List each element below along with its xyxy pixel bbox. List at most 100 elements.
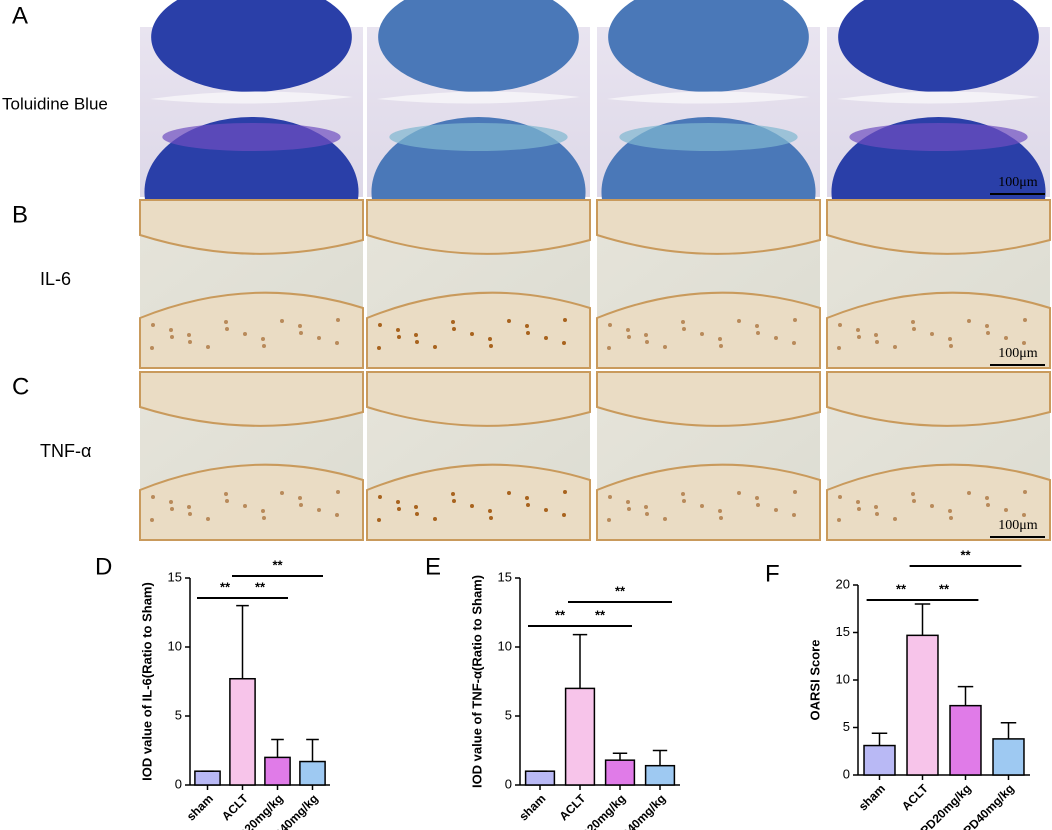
cell xyxy=(298,496,302,500)
cell xyxy=(1004,336,1008,340)
cell xyxy=(150,346,154,350)
cell xyxy=(737,491,741,495)
cell xyxy=(261,509,265,513)
cell xyxy=(857,507,861,511)
cell xyxy=(874,505,878,509)
x-tick-label: sham xyxy=(516,791,548,823)
cell xyxy=(681,492,685,496)
x-tick-label: ACLT xyxy=(556,791,588,823)
bar xyxy=(863,744,896,776)
bar xyxy=(992,738,1025,776)
scale-bar-label: 100μm xyxy=(998,346,1038,361)
error-bar xyxy=(572,633,588,689)
cell xyxy=(378,323,382,327)
y-tick-label: 10 xyxy=(168,638,182,653)
tissue xyxy=(596,199,821,255)
cell xyxy=(663,345,667,349)
tissue xyxy=(378,0,579,92)
y-axis-label: IOD value of IL-6(Ratio to Sham) xyxy=(139,582,154,781)
cell xyxy=(415,340,419,344)
cell xyxy=(188,512,192,516)
row-label: IL-6 xyxy=(40,269,71,289)
error-bar xyxy=(1000,722,1017,739)
y-tick-label: 0 xyxy=(843,766,850,781)
significance-label: ** xyxy=(939,581,950,596)
y-axis-label: IOD value of TNF-α(Ratio to Sham) xyxy=(469,575,484,788)
significance-label: ** xyxy=(255,579,266,594)
y-tick-label: 5 xyxy=(505,707,512,722)
cell xyxy=(645,340,649,344)
cartilage xyxy=(849,123,1028,151)
cell xyxy=(756,331,760,335)
cell xyxy=(792,513,796,517)
cell xyxy=(335,513,339,517)
bar xyxy=(949,704,982,776)
error-bar xyxy=(957,685,974,706)
tissue xyxy=(366,291,591,369)
panel-letter: E xyxy=(425,553,441,580)
cell xyxy=(930,332,934,336)
cell xyxy=(397,507,401,511)
cell xyxy=(377,346,381,350)
tissue xyxy=(596,463,821,541)
cell xyxy=(912,499,916,503)
cell xyxy=(1022,513,1026,517)
cell xyxy=(563,318,567,322)
cell xyxy=(377,518,381,522)
cell xyxy=(262,516,266,520)
tissue xyxy=(596,371,821,427)
significance-label: ** xyxy=(272,557,283,572)
tissue xyxy=(139,371,364,427)
cell xyxy=(451,492,455,496)
cell xyxy=(433,345,437,349)
cell xyxy=(452,499,456,503)
x-tick-label: sham xyxy=(184,791,216,823)
joint-space xyxy=(377,91,580,104)
error-bar xyxy=(271,738,284,758)
cell xyxy=(206,517,210,521)
y-axis-label: OARSI Score xyxy=(807,640,822,721)
significance-label: ** xyxy=(220,579,231,594)
cell xyxy=(985,496,989,500)
cell xyxy=(718,509,722,513)
cartilage xyxy=(619,123,798,151)
cell xyxy=(562,341,566,345)
bar xyxy=(299,760,326,786)
bar xyxy=(564,687,596,786)
joint-space xyxy=(837,91,1040,104)
cell xyxy=(626,328,630,332)
micrograph xyxy=(367,0,590,267)
tissue xyxy=(151,0,352,92)
error-bar xyxy=(652,749,668,766)
cell xyxy=(912,327,916,331)
cell xyxy=(188,340,192,344)
cell xyxy=(1004,508,1008,512)
cell xyxy=(949,516,953,520)
x-tick-label: sham xyxy=(856,781,888,813)
cell xyxy=(169,500,173,504)
cell xyxy=(225,327,229,331)
cell xyxy=(526,503,530,507)
cell xyxy=(644,333,648,337)
micrograph xyxy=(139,371,364,541)
micrograph xyxy=(826,371,1051,541)
bar xyxy=(264,756,291,786)
cell xyxy=(470,504,474,508)
y-tick-label: 20 xyxy=(836,576,850,591)
cell xyxy=(608,495,612,499)
cell xyxy=(525,324,529,328)
cell xyxy=(151,495,155,499)
cell xyxy=(299,503,303,507)
tissue xyxy=(366,199,591,255)
micrograph xyxy=(366,199,591,369)
tissue xyxy=(608,0,809,92)
cell xyxy=(280,491,284,495)
panel-letter: B xyxy=(12,201,28,228)
cell xyxy=(875,512,879,516)
tissue xyxy=(826,291,1051,369)
y-tick-label: 15 xyxy=(498,569,512,584)
cell xyxy=(488,509,492,513)
panel-letter: C xyxy=(12,373,29,400)
significance-label: ** xyxy=(960,547,971,562)
significance-label: ** xyxy=(595,607,606,622)
